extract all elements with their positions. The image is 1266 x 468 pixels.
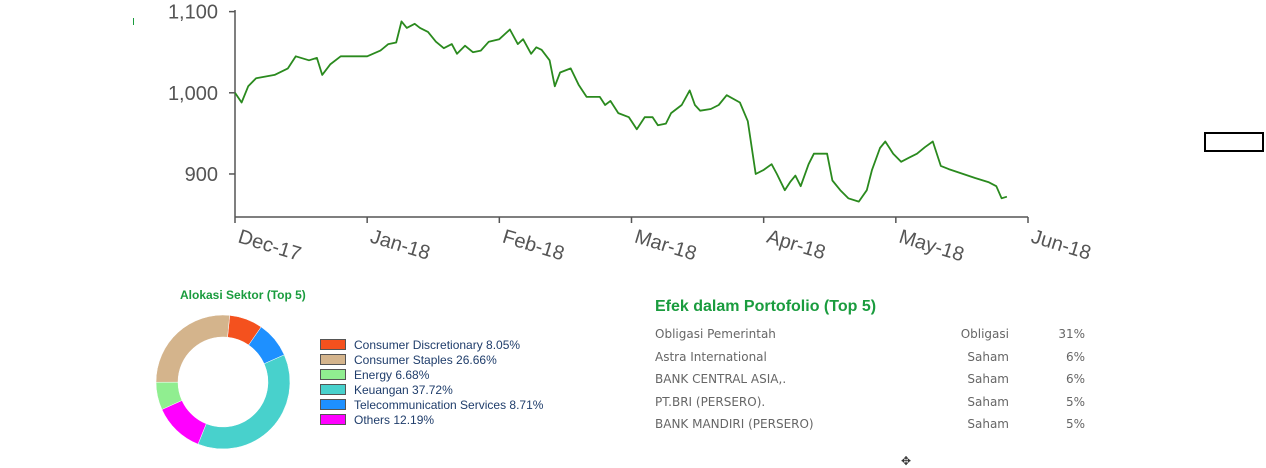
series-line (234, 20, 1008, 203)
x-tick-label: Feb-18 (500, 226, 567, 266)
table-row: Obligasi Pemerintah Obligasi 31% (655, 323, 1095, 346)
legend-label: Telecommunication Services 8.71% (354, 397, 544, 412)
legend-label: Energy 6.68% (354, 367, 430, 382)
legend-swatch (320, 339, 346, 350)
x-tick-label: May-18 (896, 226, 966, 267)
legend-item: Energy 6.68% (320, 367, 543, 382)
y-tick-label: 1,000 (168, 83, 218, 105)
legend-item: Keuangan 37.72% (320, 382, 543, 397)
y-tick-labels: 1,100 1,000 900 (168, 2, 235, 186)
legend-swatch (320, 384, 346, 395)
security-type: Obligasi (960, 327, 1009, 342)
security-name: BANK CENTRAL ASIA,. (655, 372, 787, 387)
legend-item: Others 12.19% (320, 412, 543, 427)
legend-label: Others 12.19% (354, 412, 435, 427)
x-tick-label: Dec-17 (236, 226, 304, 266)
x-tick-label: Apr-18 (764, 226, 828, 265)
donut-slice (161, 400, 207, 445)
table-row: PT.BRI (PERSERO). Saham 5% (655, 391, 1095, 414)
x-tick-label: Jun-18 (1029, 226, 1094, 265)
outline-box (1204, 132, 1264, 152)
sector-donut-chart (155, 314, 291, 450)
cursor-icon: ✥ (901, 454, 912, 468)
security-name: Astra International (655, 349, 767, 364)
sector-legend: Consumer Discretionary 8.05% Consumer St… (320, 337, 543, 427)
y-tick-label: 1,100 (168, 2, 218, 24)
x-tick-labels: Dec-17 Jan-18 Feb-18 Mar-18 Apr-18 May-18 Jun-… (234, 217, 1094, 267)
security-name: Obligasi Pemerintah (655, 327, 776, 342)
table-row: Astra International Saham 6% (655, 346, 1095, 369)
security-type: Saham (967, 394, 1009, 409)
security-type: Saham (967, 372, 1009, 387)
security-weight: 6% (1065, 349, 1085, 364)
legend-label: Consumer Discretionary 8.05% (354, 337, 521, 352)
y-tick-label: 900 (185, 164, 218, 186)
legend-item: Telecommunication Services 8.71% (320, 397, 543, 412)
security-weight: 6% (1065, 372, 1085, 387)
sector-allocation-title: Alokasi Sektor (Top 5) (180, 288, 306, 302)
security-weight: 5% (1065, 394, 1085, 409)
accent-mark (133, 18, 134, 25)
legend-item: Consumer Staples 26.66% (320, 352, 543, 367)
security-weight: 5% (1065, 417, 1085, 432)
table-row: BANK MANDIRI (PERSERO) Saham 5% (655, 413, 1095, 436)
legend-label: Keuangan 37.72% (354, 382, 453, 397)
legend-label: Consumer Staples 26.66% (354, 352, 497, 367)
legend-item: Consumer Discretionary 8.05% (320, 337, 543, 352)
security-type: Saham (967, 417, 1009, 432)
security-weight: 31% (1058, 327, 1085, 342)
legend-swatch (320, 369, 346, 380)
legend-swatch (320, 354, 346, 365)
table-row: BANK CENTRAL ASIA,. Saham 6% (655, 368, 1095, 391)
nav-line-chart: 1,100 1,000 900 Dec-17 Jan-18 Feb-18 Mar-18 Ap… (168, 2, 1094, 267)
legend-swatch (320, 414, 346, 425)
chart-axes (234, 10, 1028, 218)
security-name: PT.BRI (PERSERO). (655, 394, 766, 409)
portfolio-title: Efek dalam Portofolio (Top 5) (655, 298, 877, 315)
donut-slice (155, 314, 231, 383)
x-tick-label: Mar-18 (632, 226, 699, 266)
donut-slice (197, 354, 291, 450)
security-name: BANK MANDIRI (PERSERO) (655, 417, 814, 432)
legend-swatch (320, 399, 346, 410)
x-tick-label: Jan-18 (368, 226, 433, 265)
portfolio-table: Obligasi Pemerintah Obligasi 31% Astra I… (655, 323, 1095, 436)
series-group (234, 20, 1008, 203)
security-type: Saham (967, 349, 1009, 364)
